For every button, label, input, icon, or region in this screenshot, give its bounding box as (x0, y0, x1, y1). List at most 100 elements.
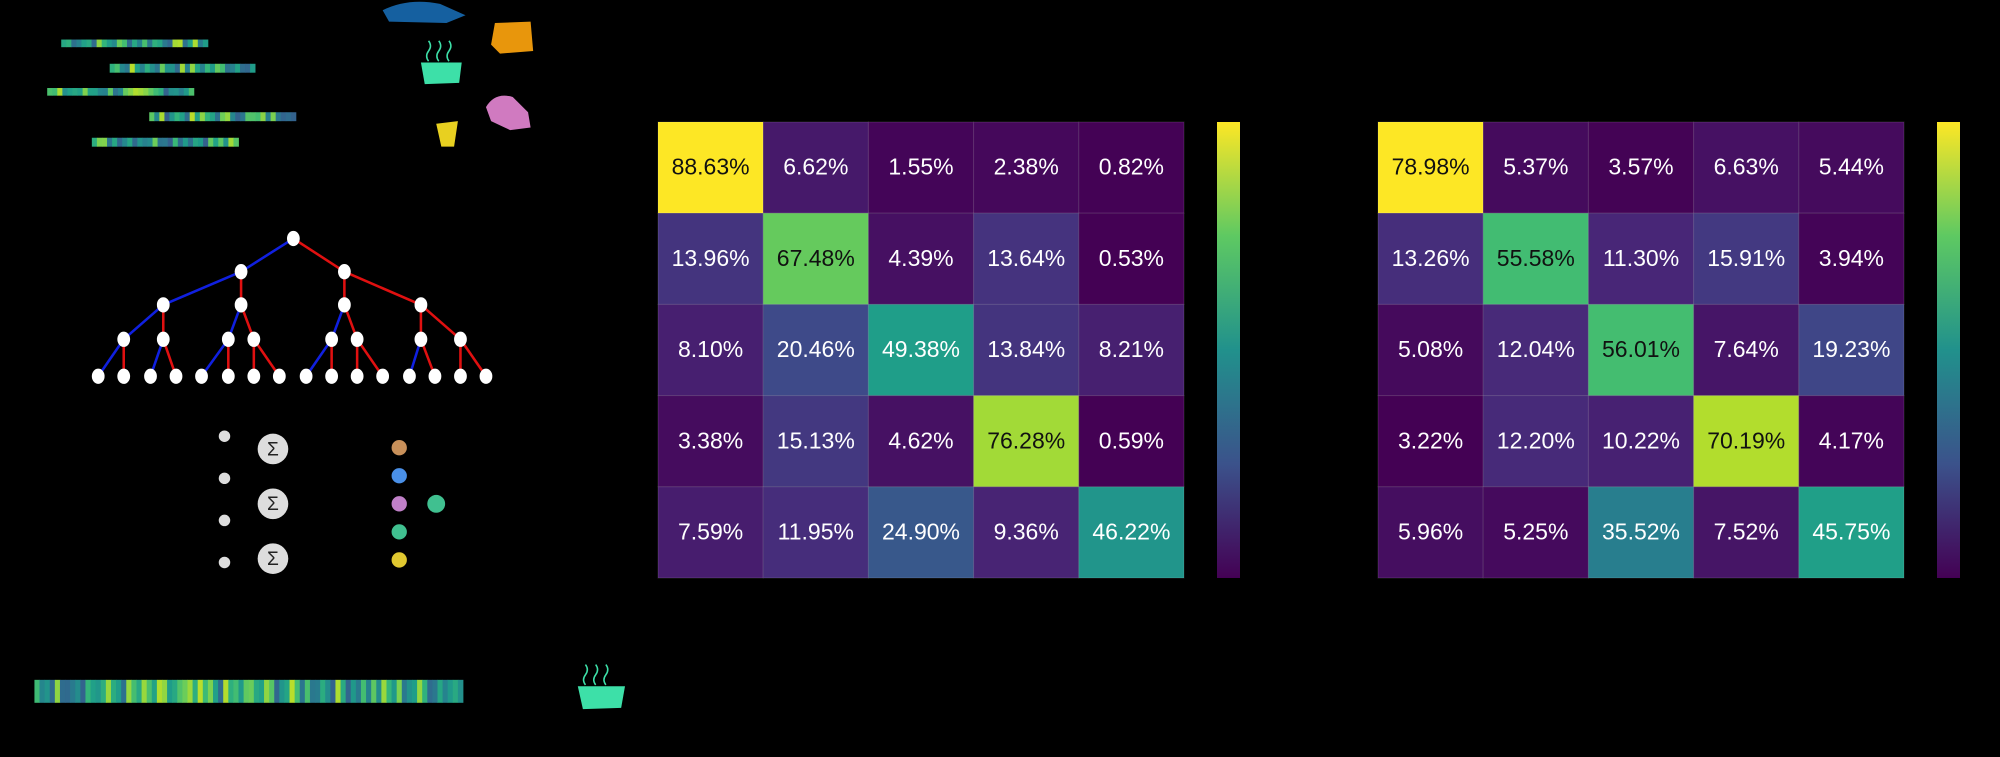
stripe (233, 679, 239, 703)
stripe (381, 679, 387, 703)
stripe (174, 112, 180, 122)
stripe (123, 88, 129, 96)
stripe (299, 679, 306, 703)
cell-label: 0.59% (1099, 427, 1164, 453)
stripe (126, 679, 132, 703)
stripe (447, 679, 454, 703)
cell-label: 4.39% (888, 245, 953, 271)
heatmap-cell (1078, 121, 1185, 214)
illustration: Σ Σ Σ (34, 1, 625, 710)
cell-label: 5.96% (1398, 518, 1463, 544)
tree-node (91, 368, 105, 384)
stripe (208, 137, 214, 147)
stripe (158, 88, 164, 96)
tree-node (234, 264, 248, 280)
stripe (57, 88, 63, 96)
heatmap-cell (1587, 212, 1695, 305)
class-dot (391, 496, 407, 512)
stripe (109, 63, 116, 73)
stripe (245, 63, 251, 73)
stripe (152, 137, 158, 147)
heatmap-cell (1587, 121, 1695, 214)
stripe (106, 39, 113, 48)
heatmap-cell (762, 121, 869, 214)
stripe (177, 137, 184, 147)
stripe (275, 112, 282, 122)
stripe (240, 63, 246, 73)
stripe (235, 112, 241, 122)
input-dot (218, 472, 231, 485)
tree-node (479, 368, 493, 384)
blob (491, 21, 534, 54)
heatmap-cell (1587, 395, 1695, 488)
tree-edge (252, 338, 281, 377)
stripe (183, 88, 190, 96)
stripe (411, 679, 418, 703)
class-dot (391, 552, 407, 568)
stripe (124, 63, 131, 73)
stripe (437, 679, 443, 703)
cell-label: 5.25% (1503, 518, 1568, 544)
heatmap-cell (1693, 395, 1800, 488)
stripe (177, 679, 183, 703)
blob (382, 1, 466, 23)
stripe (107, 137, 113, 147)
cell-label: 3.38% (678, 427, 743, 453)
stripe (417, 679, 423, 703)
tree-node (286, 230, 300, 247)
class-dot (391, 524, 407, 540)
stripe (71, 39, 77, 48)
sum-node (257, 488, 289, 520)
stripe (340, 679, 347, 703)
stripe (136, 679, 142, 703)
stripe (141, 679, 148, 703)
tree-node (350, 368, 364, 384)
tree-node (414, 331, 428, 347)
stripe (376, 679, 382, 703)
stripe (101, 39, 108, 48)
cell-label: 24.90% (882, 518, 960, 544)
stripe (156, 679, 163, 703)
heatmap-cell (1482, 212, 1589, 305)
stripe (179, 112, 186, 122)
stripe (87, 88, 94, 96)
tree-edge (240, 237, 295, 273)
stripe (95, 679, 102, 703)
cell-label: 46.22% (1092, 518, 1170, 544)
cell-label: 55.58% (1497, 245, 1575, 271)
blob (436, 121, 458, 147)
stripe (107, 88, 114, 96)
cell-label: 6.62% (783, 154, 848, 180)
cell-label: 8.10% (678, 336, 743, 362)
cell-label: 35.52% (1602, 518, 1680, 544)
stripe (126, 39, 133, 48)
stripe (172, 39, 178, 48)
stripe (157, 39, 163, 48)
input-dot (218, 556, 231, 569)
cell-label: 6.63% (1714, 154, 1779, 180)
stripe (169, 63, 176, 73)
stripe (309, 679, 316, 703)
stripe (269, 679, 275, 703)
stripe (105, 679, 112, 703)
stripe (75, 679, 81, 703)
stripe (66, 39, 72, 48)
cell-label: 9.36% (994, 518, 1059, 544)
stripe (223, 137, 229, 147)
heatmap-cell (1693, 303, 1800, 397)
heatmap-cell (867, 395, 975, 488)
stripe (452, 679, 459, 703)
stripe (61, 39, 67, 48)
stripe (77, 88, 83, 96)
stripe (220, 63, 226, 73)
stripe (442, 679, 449, 703)
stripe (96, 137, 103, 147)
stripe (391, 679, 398, 703)
stripe (100, 679, 107, 703)
cell-label: 78.98% (1392, 154, 1470, 180)
stripe (122, 137, 128, 147)
cell-label: 7.52% (1714, 518, 1779, 544)
heatmap-cell (1693, 486, 1800, 579)
stripe (204, 63, 211, 73)
class-dot (427, 494, 446, 513)
